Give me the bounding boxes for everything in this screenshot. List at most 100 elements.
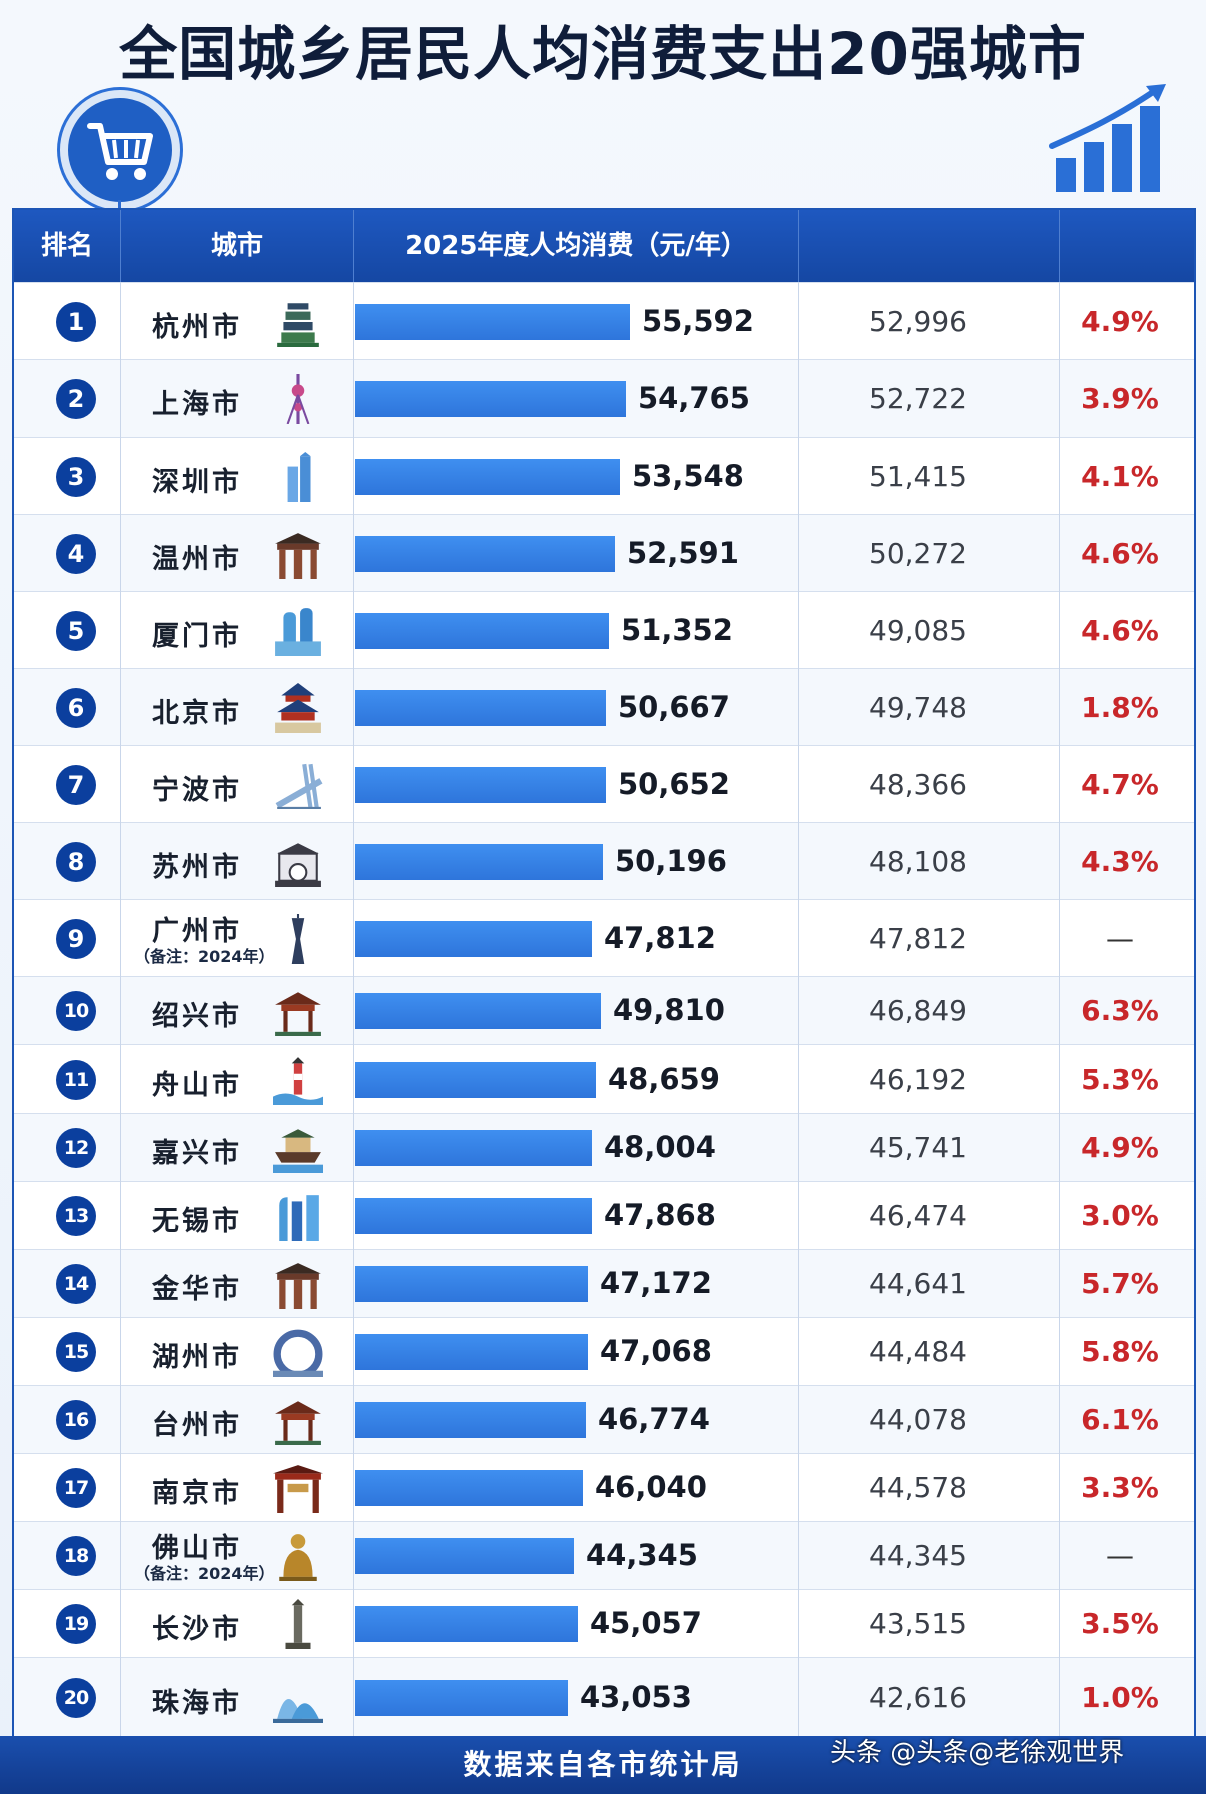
gate-icon (273, 1465, 323, 1513)
rank-badge: 12 (56, 1128, 96, 1168)
canton-tower-icon (291, 913, 305, 964)
growth-rate: 1.0% (1081, 1680, 1159, 1714)
bar (355, 1470, 583, 1506)
previous-value: 51,415 (869, 459, 967, 493)
growth-rate: 4.6% (1081, 536, 1159, 570)
rank-badge: 10 (56, 991, 96, 1031)
previous-value: 44,578 (869, 1471, 967, 1504)
city-note: （备注：2024年） (134, 946, 275, 966)
watermark: 头条 @头条@老徐观世界 (830, 1738, 1125, 1768)
city-name: 厦门市 (152, 620, 242, 652)
city-name: 金华市 (152, 1274, 242, 1305)
growth-rate: 4.9% (1081, 1131, 1159, 1164)
bar-value-label: 48,659 (608, 1061, 720, 1096)
city-name: 舟山市 (152, 1069, 242, 1101)
city-name: 苏州市 (152, 851, 242, 883)
city-name: 台州市 (152, 1410, 242, 1441)
previous-value: 52,996 (869, 304, 967, 338)
header-rank: 排名 (40, 231, 93, 261)
bar (355, 303, 630, 340)
previous-value: 43,515 (869, 1607, 967, 1640)
table-row: 20 珠海市 43,053 42,616 1.0% (14, 1657, 1194, 1736)
opera-house-icon (273, 1698, 323, 1723)
lighthouse-icon (273, 1056, 323, 1105)
red-boat-icon (273, 1129, 323, 1173)
city-name: 珠海市 (152, 1687, 242, 1719)
table-row: 10 绍兴市 49,810 46,849 6.3% (14, 976, 1194, 1044)
tv-tower-icon (286, 374, 310, 424)
previous-value: 44,345 (869, 1539, 967, 1572)
bar-value-label: 46,774 (598, 1402, 710, 1436)
header-city: 城市 (210, 231, 263, 261)
bar-value-label: 47,172 (600, 1266, 712, 1300)
growth-rate: 3.9% (1081, 382, 1159, 415)
previous-value: 47,812 (869, 921, 967, 955)
page-title: 全国城乡居民人均消费支出20强城市 (119, 20, 1087, 88)
bar-value-label: 50,196 (615, 843, 727, 878)
pavilion-icon (275, 992, 321, 1036)
bar-value-label: 45,057 (590, 1606, 702, 1640)
table-row: 14 金华市 47,172 44,641 5.7% (14, 1249, 1194, 1317)
bar-value-label: 51,352 (621, 612, 733, 647)
bar-value-label: 47,068 (600, 1334, 712, 1368)
table-row: 4 温州市 52,591 50,272 4.6% (14, 514, 1194, 591)
table-row: 7 宁波市 50,652 48,366 4.7% (14, 745, 1194, 822)
bar-value-label: 43,053 (580, 1679, 692, 1714)
cart-badge (60, 90, 180, 210)
rank-badge: 19 (56, 1604, 96, 1644)
previous-value: 46,474 (869, 1199, 967, 1232)
bar-value-label: 44,345 (586, 1538, 698, 1572)
previous-value: 49,085 (869, 613, 967, 647)
city-name: 广州市 (152, 915, 242, 947)
bar (355, 1606, 578, 1642)
table-row: 8 苏州市 50,196 48,108 4.3% (14, 822, 1194, 899)
city-note: （备注：2024年） (134, 1564, 275, 1583)
bar (355, 1334, 588, 1370)
bar-value-label: 55,592 (642, 303, 754, 338)
city-name: 深圳市 (152, 466, 242, 498)
table-row: 2 上海市 54,765 52,722 3.9% (14, 359, 1194, 437)
bar (355, 689, 606, 726)
ranking-table: 排名 城市 2025年度人均消费（元/年） 1 杭州市 55,592 52,996 4.… (12, 208, 1196, 1736)
previous-value: 46,849 (869, 994, 967, 1027)
bar-value-label: 46,040 (595, 1470, 707, 1504)
growth-rate: 1.8% (1081, 690, 1159, 724)
growth-rate: 5.8% (1081, 1335, 1159, 1368)
table-row: 17 南京市 46,040 44,578 3.3% (14, 1453, 1194, 1521)
bar (355, 993, 601, 1029)
rank-badge: 2 (56, 379, 96, 419)
table-row: 9 广州市 （备注：2024年） 47,812 47,812 — (14, 899, 1194, 976)
table-row: 11 舟山市 48,659 46,192 5.3% (14, 1044, 1194, 1113)
bar (355, 1198, 592, 1234)
previous-value: 44,484 (869, 1335, 967, 1368)
table-row: 5 厦门市 51,352 49,085 4.6% (14, 591, 1194, 668)
table-row: 15 湖州市 47,068 44,484 5.8% (14, 1317, 1194, 1385)
growth-rate: 3.0% (1081, 1199, 1159, 1232)
table-row: 3 深圳市 53,548 51,415 4.1% (14, 437, 1194, 514)
rank-badge: 9 (56, 918, 96, 959)
buddha-statue-icon (279, 1534, 317, 1581)
city-name: 杭州市 (152, 311, 242, 343)
bar-value-label: 48,004 (604, 1130, 716, 1164)
temple-of-heaven-icon (275, 682, 321, 733)
previous-value: 44,641 (869, 1267, 967, 1300)
rank-badge: 5 (56, 610, 96, 651)
table-header: 排名 城市 2025年度人均消费（元/年） (14, 210, 1194, 282)
bar-value-label: 47,812 (604, 920, 716, 955)
city-name: 湖州市 (152, 1342, 242, 1373)
city-name: 佛山市 (152, 1533, 242, 1564)
garden-pavilion-icon (275, 842, 321, 887)
bar (355, 1679, 568, 1716)
rank-badge: 4 (56, 533, 96, 574)
rank-badge: 20 (56, 1677, 96, 1718)
ring-hotel-icon (273, 1329, 323, 1377)
header-value: 2025年度人均消费（元/年） (405, 231, 747, 261)
rank-badge: 14 (56, 1264, 96, 1304)
table-row: 12 嘉兴市 48,004 45,741 4.9% (14, 1113, 1194, 1181)
previous-value: 42,616 (869, 1680, 967, 1714)
rank-badge: 3 (56, 456, 96, 497)
bar (355, 1402, 586, 1438)
rank-badge: 16 (56, 1400, 96, 1440)
growth-rate: 4.1% (1081, 459, 1159, 493)
city-name: 宁波市 (152, 774, 242, 806)
